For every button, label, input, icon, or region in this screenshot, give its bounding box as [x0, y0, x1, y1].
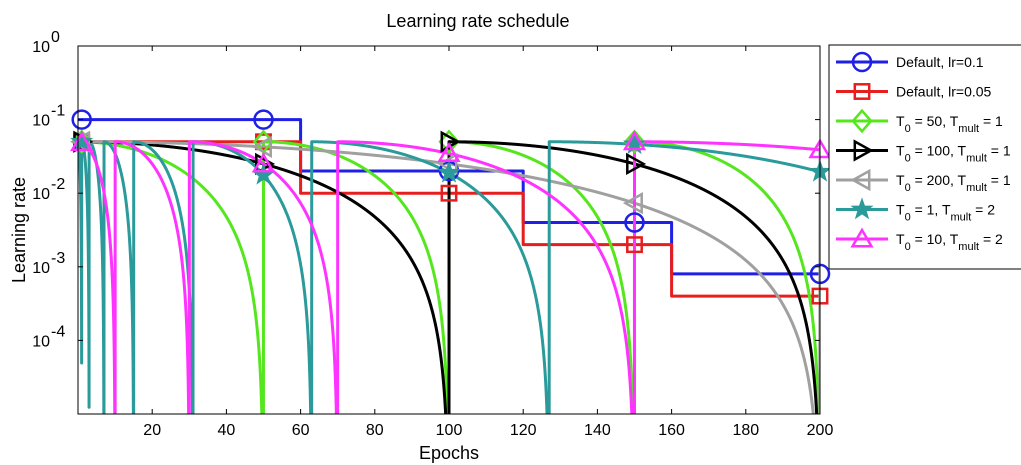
y-tick-label: 10: [32, 113, 50, 130]
marker-circle: [851, 51, 873, 73]
marker-circle: [71, 109, 92, 130]
y-tick-exponent: -3: [51, 250, 65, 267]
marker-triangle-up: [70, 131, 94, 151]
y-tick-label: 10: [32, 186, 50, 203]
x-tick-label: 20: [143, 422, 161, 439]
y-tick-label: 10: [32, 260, 50, 277]
y-axis-label: Learning rate: [9, 177, 29, 283]
y-tick-exponent: -2: [51, 176, 65, 193]
marker-triangle-up: [437, 142, 461, 163]
legend-entry-label: T0 = 50, Tmult = 1: [896, 113, 1003, 135]
marker-triangle-left: [622, 192, 643, 215]
marker-circle: [624, 212, 645, 233]
legend-entry-label: T0 = 200, Tmult = 1: [896, 172, 1011, 194]
y-tick-exponent: 0: [51, 29, 60, 46]
marker-triangle-up: [622, 130, 647, 151]
x-tick-label: 60: [292, 422, 310, 439]
x-axis-label: Epochs: [419, 443, 479, 463]
series-line: [78, 140, 820, 414]
marker-triangle-up: [850, 227, 874, 248]
marker-star: [437, 160, 461, 183]
marker-square: [626, 236, 643, 254]
legend-entry-label: Default, lr=0.1: [896, 54, 984, 70]
marker-circle: [253, 109, 274, 130]
legend-entry-label: T0 = 100, Tmult = 1: [896, 143, 1011, 165]
x-tick-label: 100: [436, 422, 463, 439]
legend: Default, lr=0.1 Default, lr=0.05 T0 = 50, …: [828, 44, 1021, 270]
marker-triangle-left: [850, 168, 871, 192]
marker-triangle-left: [251, 135, 272, 158]
x-tick-label: 140: [584, 422, 611, 439]
y-tick-label: 10: [32, 39, 50, 56]
legend-entry-label: T0 = 1, Tmult = 2: [896, 202, 995, 224]
marker-star: [70, 129, 94, 152]
marker-triangle-up: [251, 152, 276, 173]
chart-title: Learning rate schedule: [386, 11, 569, 31]
x-tick-label: 40: [218, 422, 236, 439]
x-tick-label: 160: [658, 422, 685, 439]
x-axis: 20 40 60 80 100 120 140 160 180 200: [143, 46, 833, 439]
marker-diamond: [623, 129, 646, 155]
marker-triangle-right: [626, 152, 647, 176]
x-tick-label: 200: [807, 422, 834, 439]
x-tick-label: 80: [366, 422, 384, 439]
x-tick-label: 180: [732, 422, 759, 439]
marker-square: [440, 184, 458, 202]
legend-entry-label: T0 = 10, Tmult = 2: [896, 231, 1003, 253]
marker-square: [853, 83, 871, 100]
marker-layer: [70, 109, 832, 305]
marker-triangle-right: [853, 139, 874, 162]
y-tick-label: 10: [32, 333, 50, 350]
marker-star: [850, 197, 874, 220]
marker-diamond: [851, 108, 873, 134]
x-tick-label: 120: [510, 422, 537, 439]
legend-entry-label: Default, lr=0.05: [896, 84, 992, 100]
y-tick-exponent: -4: [51, 323, 65, 340]
y-tick-exponent: -1: [51, 103, 65, 120]
